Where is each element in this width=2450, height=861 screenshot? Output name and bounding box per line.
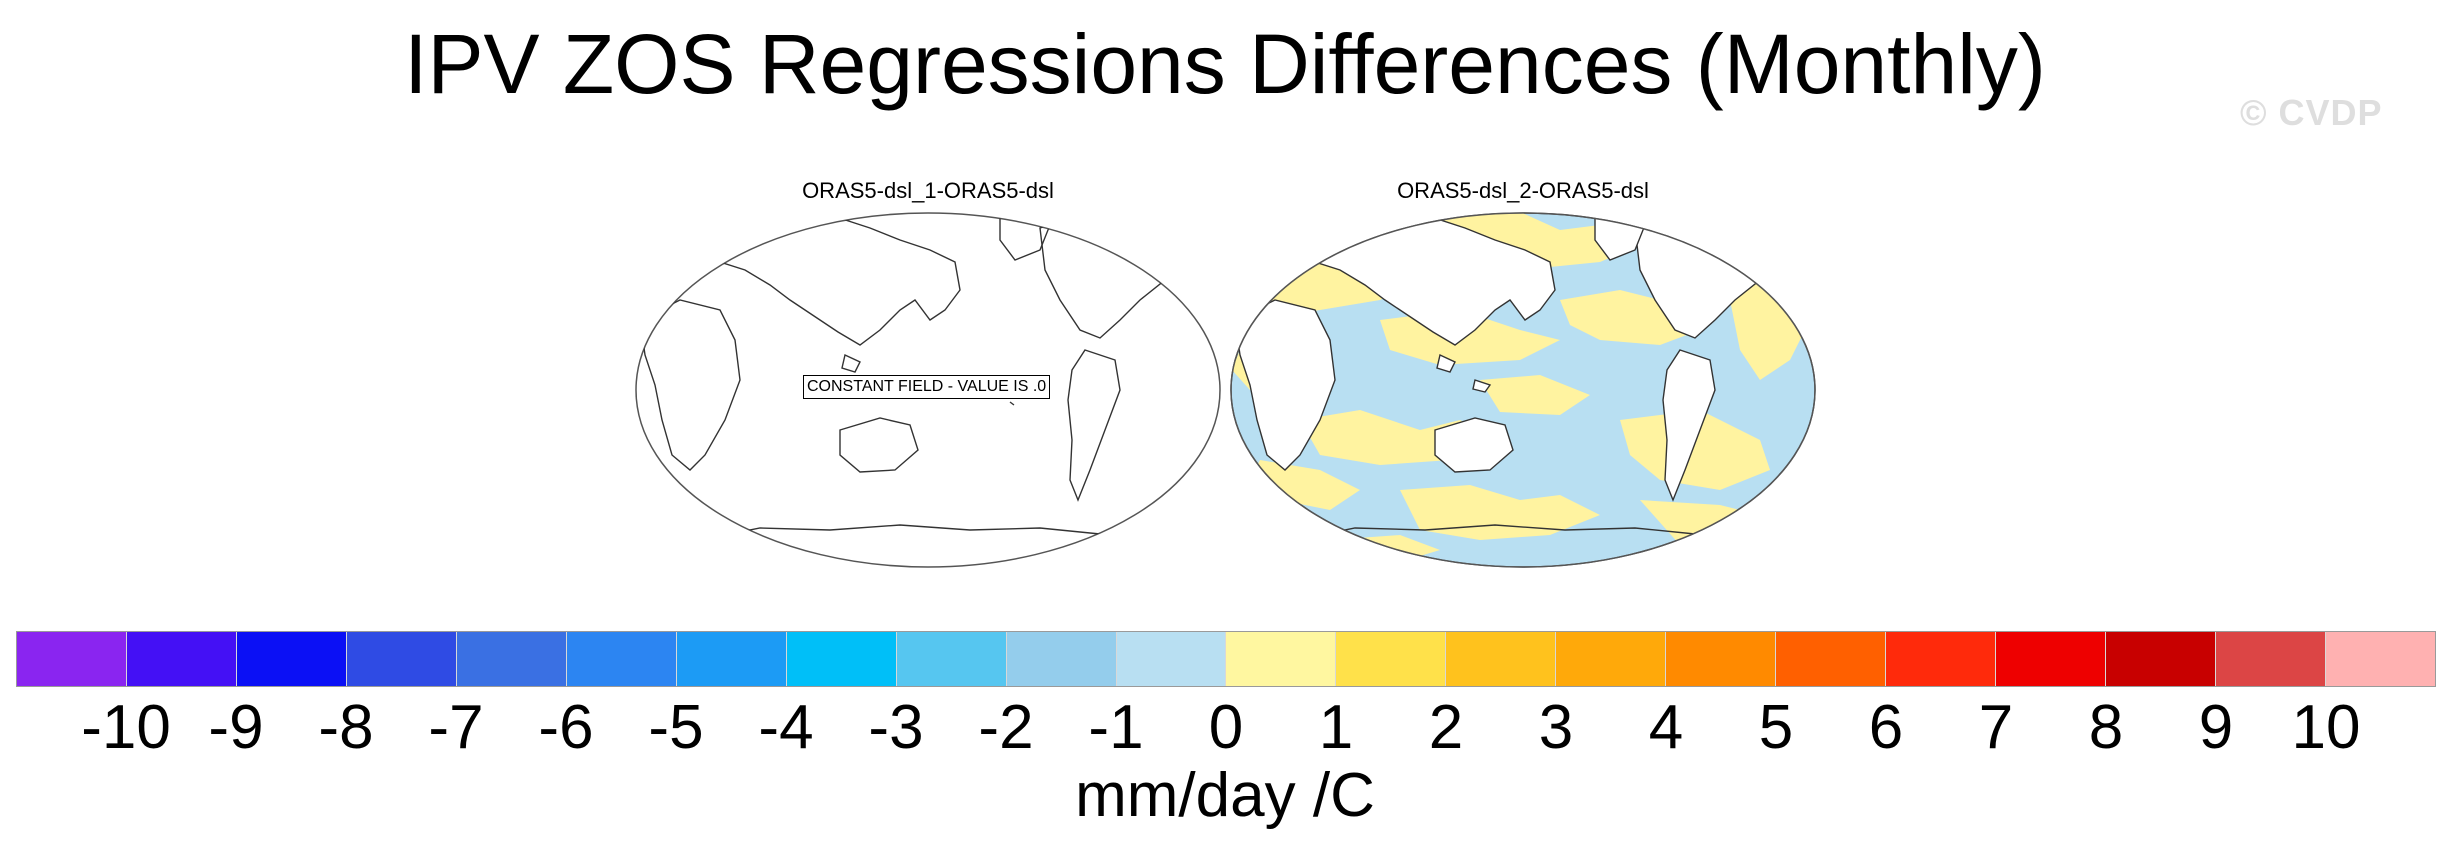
colorbar-swatch: [786, 632, 897, 686]
colorbar-swatch: [346, 632, 457, 686]
colorbar-swatch: [2106, 632, 2217, 686]
colorbar-tick-label: -5: [648, 693, 704, 762]
colorbar-tick-label: 9: [2198, 693, 2234, 762]
colorbar-swatch: [1336, 632, 1447, 686]
colorbar-tick-label: -7: [428, 693, 484, 762]
colorbar: [16, 631, 2436, 687]
colorbar-tick-label: -10: [81, 693, 171, 762]
colorbar-units: mm/day /C: [1075, 761, 1375, 830]
colorbar-swatch: [1116, 632, 1227, 686]
colorbar-ticks: -10 -9 -8 -7 -6 -5 -4 -3 -2 -1 0 1 2 3 4 5 6 7 8 9 10: [16, 693, 2436, 763]
colorbar-swatch: [1666, 632, 1777, 686]
colorbar-swatch: [1556, 632, 1667, 686]
colorbar-tick-label: 4: [1648, 693, 1684, 762]
colorbar-tick-label: 2: [1428, 693, 1464, 762]
watermark: © CVDP: [2240, 92, 2383, 133]
colorbar-swatch: [126, 632, 237, 686]
colorbar-tick-label: -1: [1088, 693, 1144, 762]
colorbar-tick-label: 10: [2291, 693, 2361, 762]
colorbar-swatch: [236, 632, 347, 686]
colorbar-swatch: [1006, 632, 1117, 686]
colorbar-swatch: [1446, 632, 1557, 686]
colorbar-tick-label: -8: [318, 693, 374, 762]
colorbar-swatch: [2326, 632, 2435, 686]
colorbar-swatch: [566, 632, 677, 686]
colorbar-swatch: [1996, 632, 2107, 686]
colorbar-swatch: [1886, 632, 1997, 686]
colorbar-tick-label: 7: [1978, 693, 2014, 762]
colorbar-swatch: [896, 632, 1007, 686]
colorbar-tick-label: -3: [868, 693, 924, 762]
colorbar-tick-label: -4: [758, 693, 814, 762]
map-panels: [635, 212, 1816, 568]
colorbar-tick-label: -9: [208, 693, 264, 762]
colorbar-swatch: [1226, 632, 1337, 686]
map-panel-2: [1230, 212, 1816, 568]
constant-field-label: CONSTANT FIELD - VALUE IS .0: [803, 375, 1051, 399]
colorbar-tick-label: -2: [978, 693, 1034, 762]
colorbar-swatch: [1776, 632, 1887, 686]
colorbar-tick-label: 0: [1208, 693, 1244, 762]
panel-title-2: ORAS5-dsl_2-ORAS5-dsl: [1397, 178, 1649, 203]
colorbar-swatch: [2216, 632, 2327, 686]
colorbar-swatch: [676, 632, 787, 686]
panel-title-1: ORAS5-dsl_1-ORAS5-dsl: [802, 178, 1054, 203]
colorbar-tick-label: 5: [1758, 693, 1794, 762]
page-title: IPV ZOS Regressions Differences (Monthly…: [404, 17, 2046, 111]
colorbar-swatch: [17, 632, 127, 686]
colorbar-swatch: [456, 632, 567, 686]
colorbar-tick-label: 1: [1318, 693, 1354, 762]
colorbar-tick-label: 8: [2088, 693, 2124, 762]
colorbar-tick-label: 6: [1868, 693, 1904, 762]
colorbar-tick-label: 3: [1538, 693, 1574, 762]
colorbar-tick-label: -6: [538, 693, 594, 762]
